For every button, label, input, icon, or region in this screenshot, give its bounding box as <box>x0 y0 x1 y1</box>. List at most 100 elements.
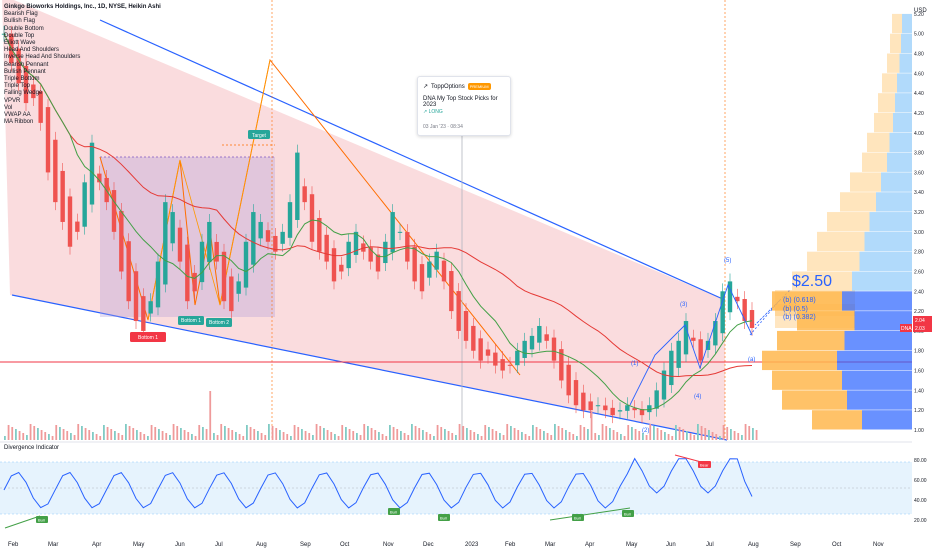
volume-bar <box>447 431 450 440</box>
time-axis: Feb Mar Apr May Jun Jul Aug Sep Oct Nov Dec 2023 Feb… <box>8 542 884 548</box>
vpvr-bar-up <box>847 390 912 410</box>
legend-item[interactable]: Bearish Pennant <box>4 61 49 68</box>
candle-body <box>339 264 344 272</box>
candle-body <box>742 299 747 322</box>
legend-item[interactable]: Double Bottom <box>4 25 44 32</box>
candle-body <box>551 337 557 361</box>
volume-bar <box>656 428 659 440</box>
volume-bar <box>117 433 120 440</box>
candle-body <box>155 261 161 308</box>
volume-bar <box>59 427 61 440</box>
candle-body <box>199 241 205 283</box>
vpvr-bar-down <box>797 311 855 331</box>
time-tick: Jun <box>666 542 676 548</box>
price-tick: 3.00 <box>914 230 924 236</box>
author-name[interactable]: ToppOptions <box>431 83 465 90</box>
volume-bar <box>400 431 402 440</box>
candle-body <box>749 310 755 328</box>
volume-bar <box>99 436 102 440</box>
candle-body <box>221 251 227 302</box>
legend-item[interactable]: Elliott Wave <box>4 40 36 47</box>
legend-item[interactable]: MA Ribbon <box>4 119 34 126</box>
volume-bar <box>293 425 296 440</box>
candle-body <box>434 251 439 270</box>
candle-body <box>265 230 271 242</box>
legend-item[interactable]: Triple Bottom <box>4 76 40 83</box>
volume-bar <box>70 433 72 440</box>
volume-bar <box>653 426 655 440</box>
candle-body <box>405 232 410 262</box>
candle-body <box>16 48 21 84</box>
candle-body <box>31 84 36 99</box>
time-tick: Nov <box>383 542 394 548</box>
candle-body <box>258 221 263 239</box>
time-tick: Mar <box>48 542 58 548</box>
idea-popup[interactable]: ↗ ToppOptions PREMIUM DNA My Top Stock P… <box>417 76 511 136</box>
volume-bar <box>81 426 83 440</box>
volume-bar <box>62 429 65 440</box>
volume-bar <box>565 430 567 440</box>
legend-item[interactable]: Falling Wedge <box>4 90 43 97</box>
legend-item[interactable]: Bullish Pennant <box>4 68 46 75</box>
volume-bar <box>616 432 619 440</box>
candle-body <box>331 248 337 282</box>
candle-body <box>280 231 285 244</box>
legend-item[interactable]: Bearish Flag <box>4 11 38 18</box>
ma-ribbon-fast <box>3 33 753 411</box>
legend-item[interactable]: VWAP AA <box>4 112 31 119</box>
volume-bar <box>95 434 98 440</box>
volume-bar <box>598 435 600 440</box>
volume-bar <box>374 430 377 440</box>
volume-bar <box>183 430 186 440</box>
volume-bar <box>337 436 340 440</box>
candle-body <box>111 190 117 232</box>
volume-bar <box>356 433 358 440</box>
volume-bar <box>722 425 725 440</box>
volume-bar <box>363 424 366 440</box>
volume-bar <box>198 425 201 440</box>
volume-bar <box>682 429 685 440</box>
volume-bar <box>18 431 21 440</box>
candle-body <box>353 231 359 255</box>
candle-body <box>207 221 212 262</box>
volume-bar <box>499 433 501 440</box>
volume-bar <box>510 426 512 440</box>
bull-tag-2-label: Bull <box>390 510 397 515</box>
candle-body <box>324 234 329 262</box>
vpvr-bar-down <box>807 251 860 271</box>
legend-item[interactable]: Head And Shoulders <box>4 47 60 54</box>
volume-bar <box>282 432 285 440</box>
volume-bar <box>257 431 259 440</box>
candle-body <box>67 196 73 247</box>
bottom2-tag <box>206 318 232 327</box>
fib-618-label: (b) (0.618) <box>783 297 816 304</box>
legend-item[interactable]: Double Top <box>4 32 35 39</box>
legend-item[interactable]: Inverse Head And Shoulders <box>4 54 81 61</box>
candle-body <box>463 311 469 341</box>
candle-body <box>522 340 527 358</box>
idea-title[interactable]: DNA My Top Stock Picks for 2023 <box>423 96 498 108</box>
trend-up-icon: ↗ <box>423 109 428 115</box>
candle-body <box>735 296 740 302</box>
volume-bar <box>664 432 666 440</box>
time-tick: Jun <box>175 542 185 548</box>
vpvr-bar-down <box>874 112 893 133</box>
legend-item[interactable]: Bullish Flag <box>4 18 36 25</box>
candle-body <box>38 91 43 123</box>
candle-body <box>287 202 293 238</box>
candle-body <box>273 235 278 252</box>
volume-bar <box>249 427 252 440</box>
volume-bar <box>748 426 751 440</box>
legend-item[interactable]: Triple Top <box>4 83 31 90</box>
legend-item[interactable]: Vol <box>4 104 13 111</box>
volume-bar <box>367 426 369 440</box>
legend-item[interactable]: VPVR <box>4 97 21 104</box>
vpvr-bar-down <box>887 53 900 73</box>
bull-tag-1 <box>36 516 48 523</box>
bottom1-tag <box>130 332 166 342</box>
volume-bar <box>554 424 556 440</box>
price-tick: 4.20 <box>914 111 924 117</box>
vpvr-bar-down <box>772 291 842 311</box>
price-tick: 4.00 <box>914 131 924 137</box>
wave-5-label: (5) <box>724 258 731 264</box>
